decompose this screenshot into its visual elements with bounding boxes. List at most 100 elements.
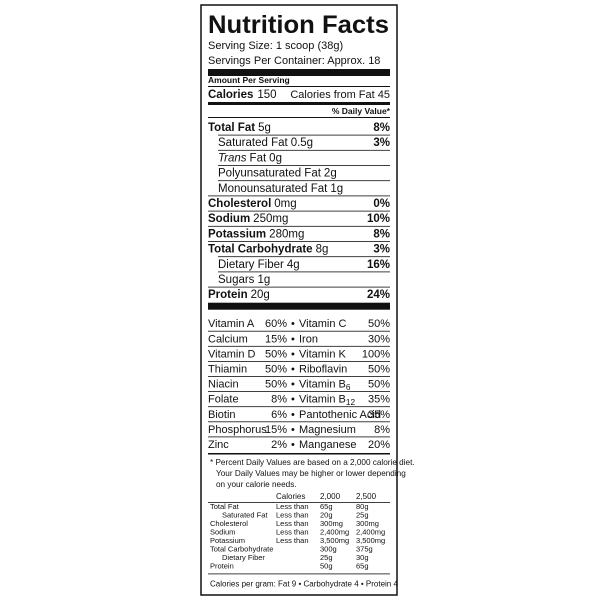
rule [208,376,390,377]
separator: • [291,394,295,406]
dv-table-value: 2,400mg [356,528,385,537]
text-part: 80g [356,502,369,511]
vitamin-dv: 50% [265,348,287,360]
nutrient-label: Sodium [208,213,250,225]
text-part: 2% [271,439,287,451]
nutrient-row: Cholesterol 0mg [208,198,297,210]
text-part: Less than [276,536,309,545]
vitamin-name: Manganese [299,439,357,451]
nutrient-row: Sodium 250mg [208,213,288,225]
text-part: 3,500mg [356,536,385,545]
dv-table-value: 20g [320,511,333,520]
rule [218,271,390,273]
nutrient-dv: 8% [373,122,390,134]
rule [208,421,390,423]
text-part: on your calorie needs. [216,480,297,489]
nutrient-row: Protein 20g [208,289,270,301]
text-part: Iron [299,333,318,345]
rule [208,225,390,227]
rule [208,436,390,438]
separator: • [291,409,295,421]
text-part: • [291,379,295,391]
dv-table-qualifier: Less than [276,536,309,545]
nutrient-label: Fat [250,152,267,164]
vitamin-name: Phosphorus [208,424,267,436]
text-part: Vitamin B [299,379,346,391]
text-part: 12 [346,398,356,407]
nutrient-label: Monounsaturated Fat [218,183,328,195]
dv-table-header: 2,000 [320,492,341,501]
vitamin-dv: 20% [368,439,390,451]
dv-table-label: Dietary Fiber [222,553,265,562]
nutrient-label: Total Fat [208,122,255,134]
text-part: Phosphorus [208,424,267,436]
text-part: 50% [368,318,390,330]
nutrient-label: Sugars [218,274,255,286]
text-part: Potassium [210,536,245,545]
text-part: 300g [320,545,337,554]
dv-table-value: 2,400mg [320,528,349,537]
dv-table-value: 3,500mg [320,536,349,545]
nutrient-row: Saturated Fat 0.5g [218,137,313,149]
text-part: % Daily Value* [332,106,391,116]
nutrient-amount: 280mg [269,228,304,240]
text-part: Your Daily Values may be higher or lower… [216,469,406,478]
vitamin-dv: 8% [271,394,287,406]
dv-table-header: 2,500 [356,492,377,501]
serving-size: Serving Size: 1 scoop (38g) [208,40,343,52]
dv-table-qualifier: Less than [276,511,309,520]
nutrient-row: Trans Fat 0g [218,152,282,164]
separator: • [291,318,295,330]
vitamin-name: Iron [299,333,318,345]
text-part: Vitamin K [299,348,347,360]
text-part: 3% [373,137,390,149]
dv-table-label: Sodium [210,528,235,537]
text-part: Dietary Fiber [222,553,265,562]
calories-from-fat: Calories from Fat 45 [290,89,390,101]
nutrient-dv: 3% [373,137,390,149]
nutrient-amount: 8g [316,244,329,256]
dv-table-value: 300g [320,545,337,554]
text-part: 3% [373,244,390,256]
vitamin-dv: 2% [271,439,287,451]
text-part: Biotin [208,409,236,421]
vitamin-name: Folate [208,394,239,406]
nutrient-label: Protein [208,289,248,301]
vitamin-dv: 6% [271,409,287,421]
nutrient-row: Monounsaturated Fat 1g [218,183,343,195]
text-part: 8% [373,228,390,240]
rule [218,165,390,166]
nutrient-row: Total Fat 5g [208,122,271,134]
text-part: Less than [276,519,309,528]
text-part: 30% [368,333,390,345]
nutrient-dv: 16% [367,259,390,271]
vitamin-name: Vitamin C [299,318,347,330]
text-part: 50g [320,562,333,571]
text-part: Vitamin D [208,348,256,360]
text-part: Servings Per Container: Approx. 18 [208,55,380,67]
text-part: Sodium [210,528,235,537]
text-part: 10% [367,213,390,225]
text-part: Thiamin [208,364,247,376]
vitamin-dv: 50% [265,364,287,376]
text-part: 300mg [356,519,379,528]
vitamin-name: Zinc [208,439,229,451]
text-part: 25g [320,553,333,562]
nutrient-amount: 1g [330,183,343,195]
nutrient-label: Saturated Fat [218,137,288,149]
dv-table-label: Potassium [210,536,245,545]
nutrient-amount: 0g [269,152,282,164]
text-part: 50% [368,364,390,376]
dv-table-label: Protein [210,562,234,571]
separator: • [291,439,295,451]
dv-table-value: 30g [356,553,369,562]
vitamin-dv: 50% [368,379,390,391]
nutrient-label: Potassium [208,228,266,240]
vitamin-name: Vitamin B12 [299,394,355,408]
text-part: 3,500mg [320,536,349,545]
text-part: Cholesterol [210,519,248,528]
rule [208,210,390,212]
rule [208,286,390,288]
